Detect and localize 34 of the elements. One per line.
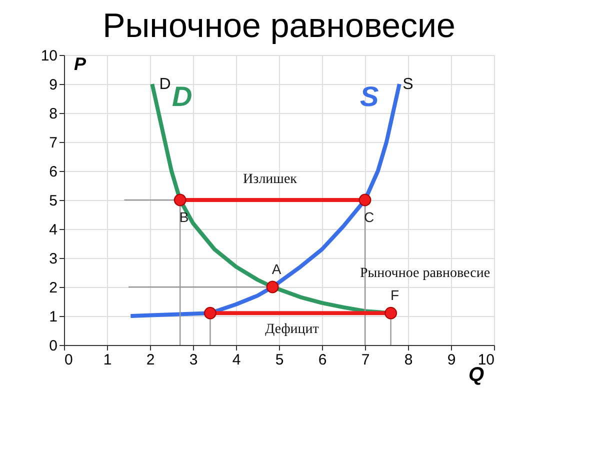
y-tick-label: 2	[49, 280, 58, 296]
annotation: S	[402, 76, 414, 93]
annotation: Рыночное равновесие	[360, 266, 490, 281]
x-tick-label: 7	[361, 352, 370, 368]
x-tick-label: 1	[103, 352, 112, 368]
x-tick-label: 8	[404, 352, 413, 368]
annotation: F	[390, 287, 400, 304]
y-tick-label: 6	[49, 164, 58, 180]
y-tick-label: 10	[40, 48, 58, 64]
x-tick-label: 2	[146, 352, 155, 368]
x-tick-label: 3	[189, 352, 198, 368]
y-tick-label: 5	[49, 192, 58, 210]
x-tick-label: 6	[318, 352, 327, 368]
x-tick-label: 4	[232, 352, 241, 368]
y-axis-title: P	[74, 54, 87, 74]
y-tick-label: 0	[49, 338, 58, 354]
x-tick-label: 9	[447, 352, 456, 368]
y-tick-label: 4	[49, 222, 58, 238]
annotation: Излишек	[243, 172, 298, 187]
annotation: A	[272, 261, 282, 277]
annotation: C	[364, 209, 374, 225]
x-tick-label: 0	[64, 352, 73, 368]
y-tick-label: 9	[49, 76, 58, 94]
annotation: Дефицит	[265, 322, 319, 337]
y-tick-label: 1	[49, 308, 58, 326]
annotation: B	[179, 209, 189, 225]
series-label: S	[360, 81, 380, 112]
y-tick-label: 8	[49, 106, 58, 122]
y-tick-label: 3	[49, 250, 58, 268]
series-label: D	[172, 81, 192, 112]
annotation: D	[159, 76, 171, 93]
y-tick-label: 7	[49, 134, 58, 152]
x-tick-label: 5	[275, 352, 284, 368]
chart-title: Рыночное равновесие	[102, 7, 456, 45]
